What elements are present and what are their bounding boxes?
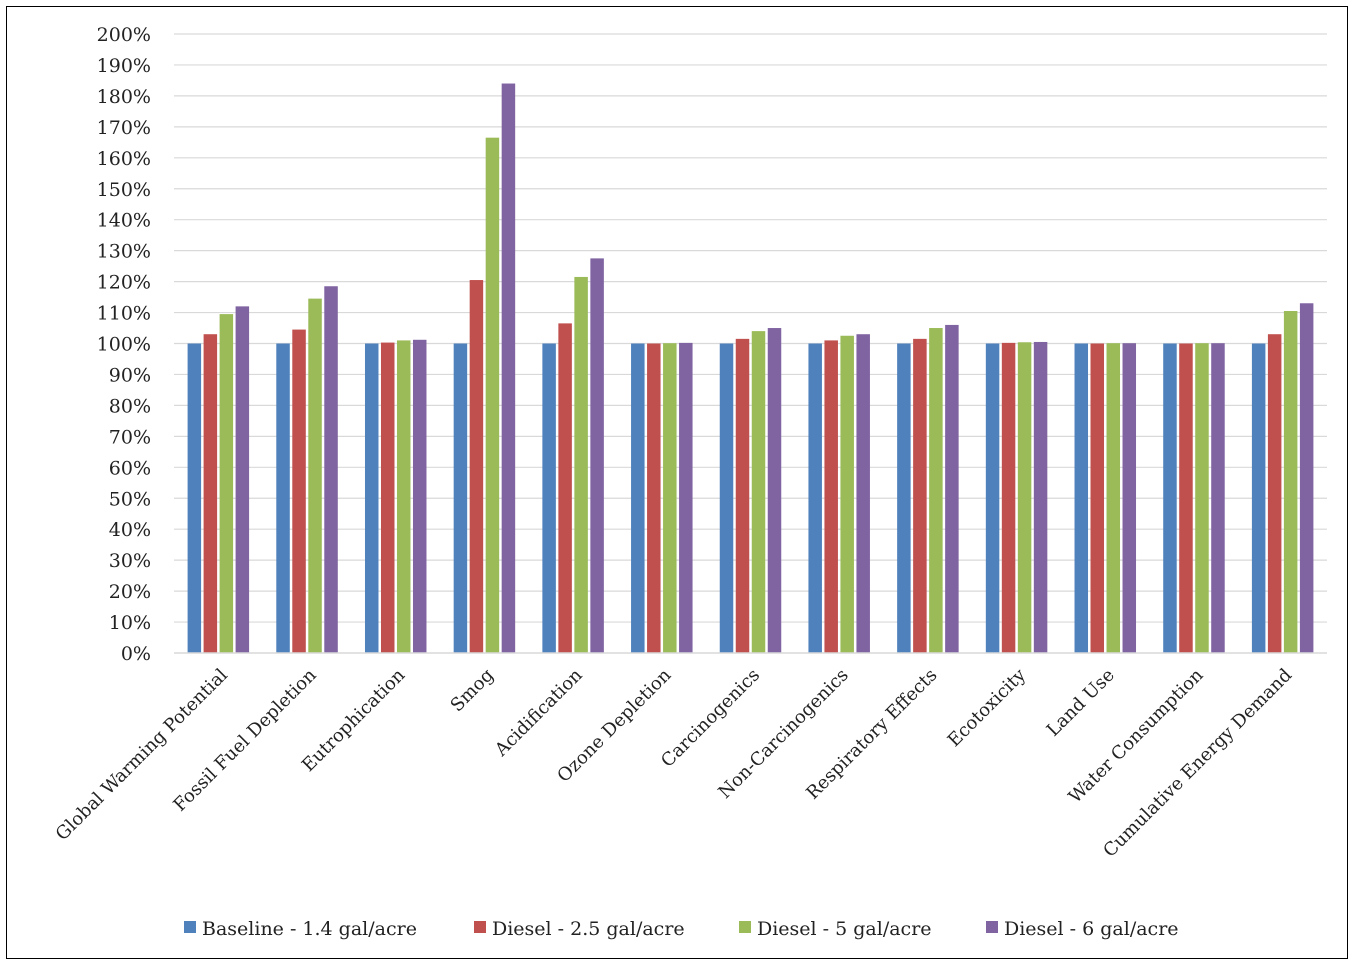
bar: [647, 343, 661, 653]
bar: [542, 343, 556, 653]
legend-swatch: [184, 921, 196, 933]
gridlines: [174, 33, 1327, 623]
x-category-label: Global Warming Potential: [52, 665, 232, 845]
bar: [929, 328, 943, 653]
y-tick-label: 80%: [109, 395, 151, 417]
bar: [1122, 343, 1137, 653]
bar: [1090, 343, 1105, 653]
y-tick-label: 30%: [109, 550, 151, 572]
bar: [485, 137, 500, 653]
bar: [324, 286, 338, 653]
legend-label: Baseline - 1.4 gal/acre: [202, 918, 417, 940]
bar: [1017, 342, 1032, 653]
bar: [913, 338, 927, 653]
y-axis-tick-labels: 0% 10% 20% 30% 40% 50% 60% 70% 80% 90% 100% 110% 120…: [97, 24, 151, 665]
y-tick-label: 90%: [109, 364, 151, 386]
bar: [380, 342, 395, 653]
bar: [396, 340, 411, 653]
bar: [1251, 343, 1266, 653]
legend: Baseline - 1.4 gal/acre Diesel - 2.5 gal/…: [184, 918, 1179, 940]
y-tick-label: 140%: [97, 210, 151, 232]
bar: [679, 342, 693, 653]
bar: [187, 343, 202, 653]
x-category-label: Fossil Fuel Depletion: [169, 664, 320, 815]
y-tick-label: 20%: [109, 581, 151, 603]
y-tick-label: 120%: [97, 272, 151, 294]
bar: [663, 343, 677, 653]
x-category-label: Cumulative Energy Demand: [1099, 665, 1296, 862]
y-tick-label: 150%: [97, 179, 151, 201]
bar: [1106, 343, 1121, 653]
bar: [735, 338, 750, 653]
bar: [469, 280, 484, 653]
y-tick-label: 180%: [97, 86, 151, 108]
y-tick-label: 200%: [97, 24, 151, 46]
bar: [1283, 311, 1298, 653]
bar: [824, 340, 838, 653]
legend-label: Diesel - 2.5 gal/acre: [492, 918, 685, 940]
bar: [203, 334, 218, 653]
bar: [558, 323, 572, 653]
y-tick-label: 170%: [97, 117, 151, 139]
bar: [1211, 343, 1225, 653]
y-tick-label: 160%: [97, 148, 151, 170]
bar: [364, 343, 379, 653]
legend-label: Diesel - 6 gal/acre: [1004, 918, 1179, 940]
y-tick-label: 190%: [97, 55, 151, 77]
bar: [412, 339, 427, 653]
legend-swatch: [739, 921, 751, 933]
bar: [308, 298, 322, 653]
bar: [219, 314, 234, 653]
legend-label: Diesel - 5 gal/acre: [757, 918, 932, 940]
bar: [767, 328, 782, 653]
bar: [574, 276, 588, 653]
legend-swatch: [986, 921, 998, 933]
bar: [1074, 343, 1089, 653]
y-tick-label: 110%: [97, 303, 151, 325]
bar: [897, 343, 911, 653]
bar: [1163, 343, 1177, 653]
x-category-label: Land Use: [1043, 665, 1119, 741]
bar: [1179, 343, 1193, 653]
y-tick-label: 10%: [109, 612, 151, 634]
bar: [1299, 303, 1314, 653]
bar: [808, 343, 822, 653]
bars: [187, 83, 1314, 653]
legend-swatch: [474, 921, 486, 933]
y-tick-label: 130%: [97, 241, 151, 263]
bar: [501, 83, 516, 653]
bar: [292, 329, 306, 653]
bar: [840, 335, 854, 653]
x-category-label: Acidification: [490, 664, 587, 761]
x-category-label: Smog: [447, 665, 498, 716]
bar: [235, 306, 250, 653]
bar: [631, 343, 645, 653]
bar: [590, 258, 604, 653]
bar: [719, 343, 734, 653]
bar: [453, 343, 468, 653]
bar: [1195, 343, 1209, 653]
bar: [1033, 341, 1048, 653]
bar: [945, 324, 959, 653]
bar: [751, 331, 766, 653]
bar: [856, 334, 870, 653]
bar: [276, 343, 290, 653]
y-tick-label: 40%: [109, 519, 151, 541]
y-tick-label: 100%: [97, 334, 151, 356]
bar: [1001, 342, 1016, 653]
bar: [985, 343, 1000, 653]
y-tick-label: 60%: [109, 457, 151, 479]
y-tick-label: 70%: [109, 426, 151, 448]
x-category-label: Ecotoxicity: [944, 664, 1031, 751]
bar: [1267, 334, 1282, 653]
y-tick-label: 0%: [121, 643, 151, 665]
y-tick-label: 50%: [109, 488, 151, 510]
